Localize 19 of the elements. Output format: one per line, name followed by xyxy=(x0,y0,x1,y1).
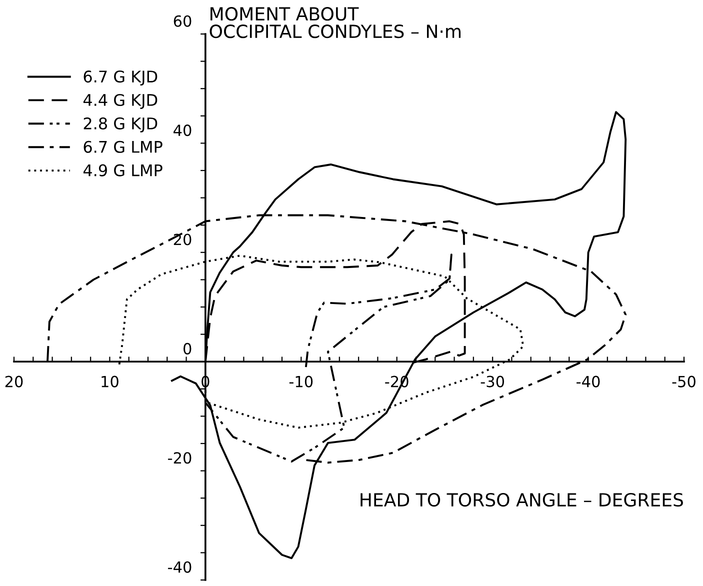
x-tick-label: -40 xyxy=(576,376,600,388)
legend-label: 6.7 G LMP xyxy=(84,140,162,153)
y-tick-label: -20 xyxy=(168,452,192,464)
y-tick-label: 40 xyxy=(174,124,192,136)
y-tick-label: 20 xyxy=(174,234,192,246)
x-tick-label: -50 xyxy=(672,376,696,388)
x-tick-label: 20 xyxy=(5,376,23,388)
x-tick-label: -10 xyxy=(289,376,313,388)
legend-label: 6.7 G KJD xyxy=(84,70,158,86)
x-axis-title: HEAD TO TORSO ANGLE – DEGREES xyxy=(360,492,683,507)
x-tick-label: 10 xyxy=(102,376,118,388)
legend-label: 4.9 G LMP xyxy=(83,164,162,176)
x-tick-label: -30 xyxy=(480,376,504,388)
y-tick-label: 60 xyxy=(174,15,192,27)
legend-label: 4.4 G KJD xyxy=(83,94,158,109)
y-tick-label: -40 xyxy=(168,561,192,573)
y-tick-label: 0 xyxy=(184,342,192,354)
legend-label: 2.8 G KJD xyxy=(84,117,158,132)
y-axis-title: MOMENT ABOUT OCCIPITAL CONDYLES – N·m xyxy=(210,7,461,38)
